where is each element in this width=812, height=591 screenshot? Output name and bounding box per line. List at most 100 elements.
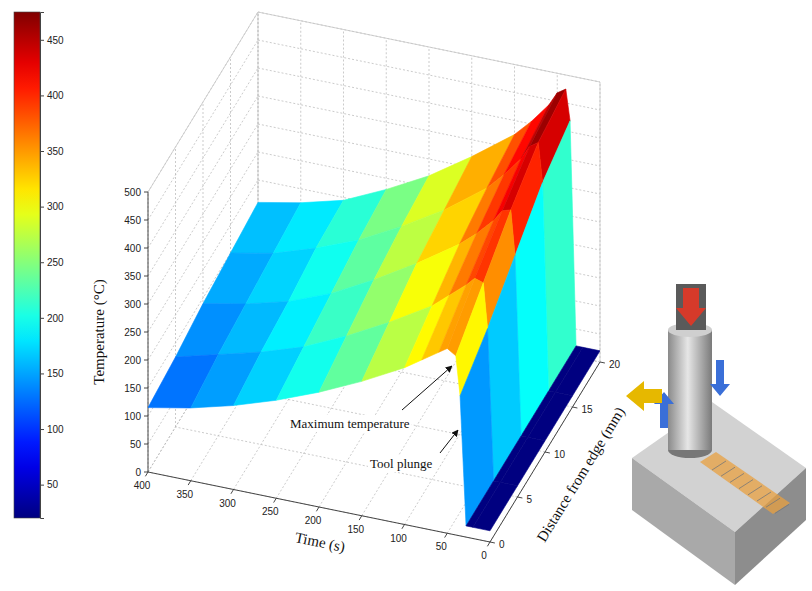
x-tick-mark [231,490,234,494]
colorbar-tick-mark [40,40,44,41]
z-tick-mark [144,360,148,361]
x-tick-label: 200 [305,515,322,526]
z-tick-label: 450 [124,215,141,226]
weld-ripple [748,486,762,495]
colorbar-tick-mark [40,95,44,96]
box-edge [148,12,258,192]
colorbar-tick-label: 300 [47,201,64,212]
tool-shoulder [668,330,712,450]
colorbar-tick-label: 50 [47,479,59,490]
z-tick-label: 50 [130,439,142,450]
weld-ripple [775,504,789,513]
force-arrow [676,288,706,326]
z-tick-mark [144,388,148,389]
x-tick-mark [188,481,191,485]
colorbar-tick-mark [40,151,44,152]
x-tick-label: 0 [481,550,487,561]
box-edge [600,82,601,362]
annotation-background [288,415,412,432]
z-tick-label: 100 [124,411,141,422]
colorbar-tick: 100 [40,424,64,435]
colorbar-tick: 400 [40,90,64,101]
z-tick-mark [144,276,148,277]
plate-front [632,458,735,585]
y-axis-title: Distance from edge (mm) [534,404,629,545]
x-tick-label: 400 [134,480,151,491]
z-tick-label: 400 [124,243,141,254]
x-tick-label: 350 [176,489,193,500]
z-tick-mark [144,416,148,417]
y-tick-label: 15 [582,404,594,415]
colorbar-tick-mark [40,373,44,374]
grid-line-z-left [148,40,258,220]
z-tick-mark [144,304,148,305]
tool-illustration [626,284,806,585]
weld-ripple [757,492,771,501]
z-tick-mark [144,220,148,221]
box-edge [258,12,600,82]
colorbar-tick-mark [40,429,44,430]
tick-labels: 0501001502002503003504000510152005010015… [124,187,620,562]
z-tick-label: 300 [124,299,141,310]
colorbar-tick-label: 150 [47,368,64,379]
surface-cell [473,482,518,531]
x-tick-label: 250 [262,506,279,517]
colorbar-tick: 250 [40,257,64,268]
colorbar-tick-label: 200 [47,313,64,324]
z-tick-mark [144,444,148,445]
grid-line-x-wall [600,82,601,362]
grid-line-z-back [258,40,600,110]
y-tick-label: 0 [499,539,505,550]
colorbar-tick-label: 350 [47,146,64,157]
weld-ripple [721,467,735,476]
x-tick-mark [487,542,490,546]
colorbar-tick: 50 [40,479,59,490]
colorbar-axis-line [41,13,45,519]
colorbar-tick-mark [40,207,44,208]
x-tick-label: 100 [390,533,407,544]
x-tick-mark [359,516,362,520]
weld-ripple [730,473,744,482]
surface [148,89,600,531]
x-tick-label: 150 [347,524,364,535]
y-tick-mark [490,542,495,543]
colorbar-tick-label: 400 [47,90,64,101]
colorbar-tick: 350 [40,146,64,157]
colorbar-tick-mark [40,485,44,486]
z-tick-mark [144,248,148,249]
z-tick-label: 150 [124,383,141,394]
colorbar [14,12,40,518]
surface-cell [528,392,573,441]
annotation: Maximum temperature [290,416,410,431]
y-tick-mark [518,497,523,498]
annotation-background [368,455,435,472]
colorbar-tick-label: 450 [47,35,64,46]
tool-shank [676,284,706,330]
colorbar-tick: 450 [40,35,64,46]
z-tick-mark [144,472,148,473]
y-tick-mark [600,362,605,363]
z-axis-title: Temperature (°C) [91,279,108,384]
grid-line-y-floor [148,472,490,542]
x-tick-mark [316,507,319,511]
colorbar-tick: 200 [40,313,64,324]
colorbar-tick: 150 [40,368,64,379]
z-tick-label: 500 [124,187,141,198]
rotation-arrow [710,360,730,396]
colorbar-tick-mark [40,318,44,319]
x-tick-label: 50 [436,541,448,552]
z-tick-label: 0 [135,467,141,478]
weld-ripple [739,480,753,489]
grid-line-z-left [148,12,258,192]
x-tick-mark [145,472,148,476]
z-tick-mark [144,192,148,193]
x-tick-mark [274,498,277,502]
weld-ripple [766,498,780,507]
x-axis-line [148,472,490,542]
y-tick-label: 5 [527,494,533,505]
annotation: Tool plunge [370,456,433,471]
annotation-arrow [402,366,452,410]
x-axis-title: Time (s) [293,529,346,556]
y-tick-label: 20 [609,359,621,370]
z-tick-label: 350 [124,271,141,282]
